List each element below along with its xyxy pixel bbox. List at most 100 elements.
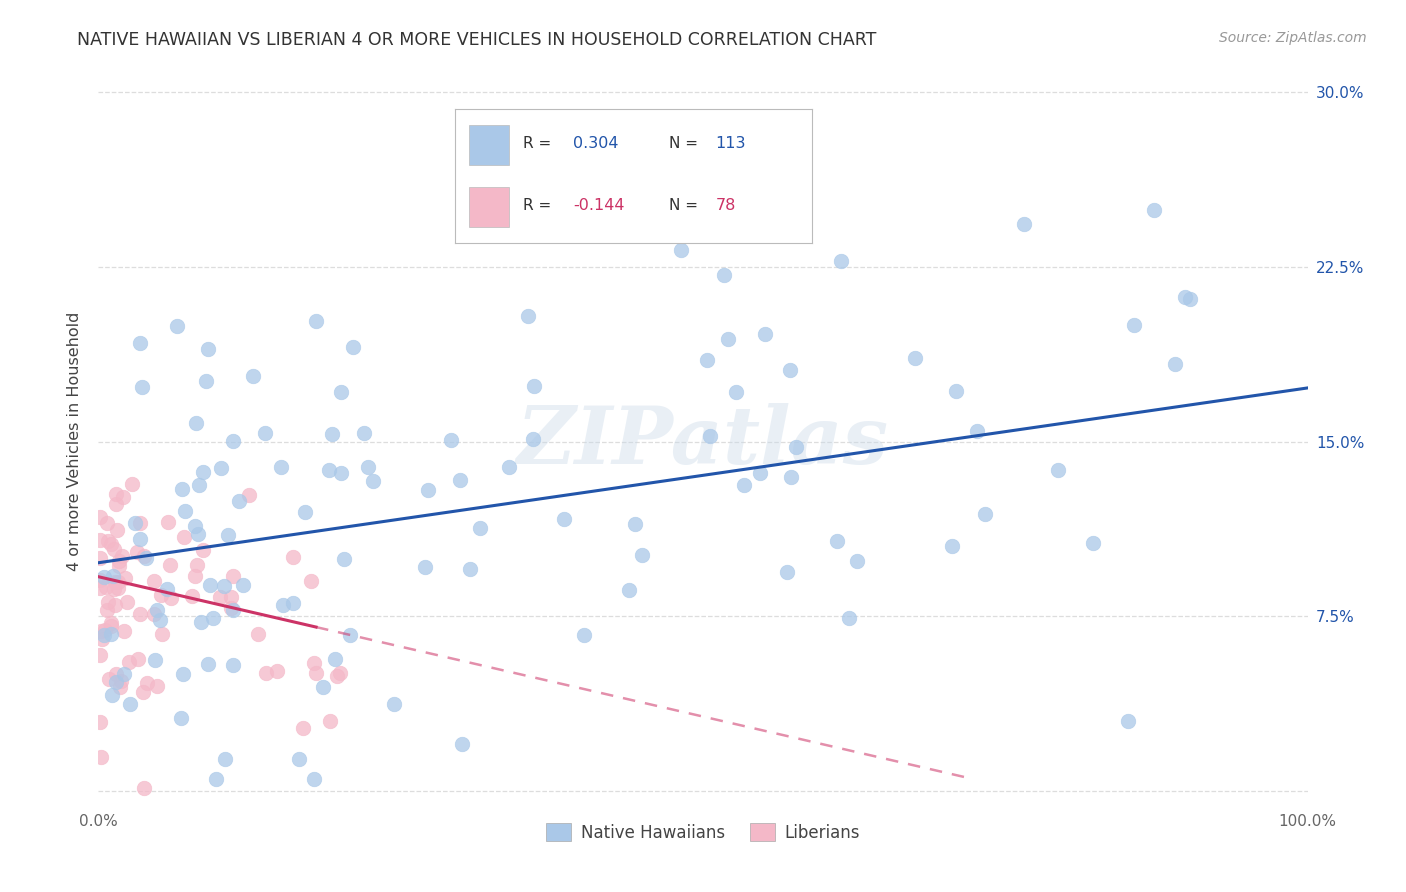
Point xyxy=(228,494,250,508)
Point xyxy=(305,314,328,328)
Point xyxy=(311,680,333,694)
Point xyxy=(845,554,868,568)
Point xyxy=(271,599,294,613)
Point xyxy=(439,433,461,447)
Point xyxy=(108,559,131,574)
Point xyxy=(330,385,353,400)
Point xyxy=(966,425,988,439)
Point xyxy=(112,667,135,681)
Point xyxy=(1142,203,1164,218)
Point xyxy=(1012,217,1035,231)
Point xyxy=(222,569,245,583)
Point xyxy=(1164,357,1187,371)
Point xyxy=(498,459,520,474)
Point xyxy=(129,516,152,530)
Point xyxy=(713,268,735,282)
Point xyxy=(134,549,156,563)
Point xyxy=(104,598,127,612)
Point xyxy=(242,369,264,384)
Point xyxy=(779,470,801,484)
Point xyxy=(218,527,240,541)
Text: Source: ZipAtlas.com: Source: ZipAtlas.com xyxy=(1219,31,1367,45)
Point xyxy=(166,318,188,333)
Point xyxy=(172,666,194,681)
Point xyxy=(209,590,232,604)
Point xyxy=(98,672,121,686)
Point xyxy=(748,466,770,480)
Point xyxy=(105,667,128,681)
Point xyxy=(197,657,219,671)
Point xyxy=(93,570,115,584)
Point xyxy=(357,459,380,474)
Point xyxy=(103,541,125,556)
Point xyxy=(143,652,166,666)
Point xyxy=(112,624,135,638)
Point xyxy=(187,527,209,541)
Point xyxy=(174,504,197,518)
Point xyxy=(246,627,269,641)
Point xyxy=(830,254,852,268)
Point xyxy=(100,537,122,551)
Point xyxy=(292,721,315,735)
Point xyxy=(281,596,304,610)
Point xyxy=(617,582,640,597)
Point xyxy=(413,560,436,574)
Point xyxy=(253,426,276,441)
Point xyxy=(89,582,111,596)
Point xyxy=(108,681,131,695)
Point xyxy=(190,615,212,629)
Point xyxy=(89,573,111,587)
Point xyxy=(283,549,305,564)
Point xyxy=(97,595,120,609)
Point xyxy=(90,624,112,639)
Legend: Native Hawaiians, Liberians: Native Hawaiians, Liberians xyxy=(538,817,868,848)
Point xyxy=(143,607,166,621)
Point xyxy=(342,340,364,354)
Point xyxy=(553,512,575,526)
Point xyxy=(299,574,322,589)
Point xyxy=(159,558,181,572)
Point xyxy=(104,574,127,589)
Point xyxy=(353,426,375,441)
Point xyxy=(110,673,132,688)
Point xyxy=(330,466,353,480)
Point xyxy=(129,533,152,547)
Point xyxy=(671,243,693,257)
Point xyxy=(170,711,193,725)
Point xyxy=(716,332,738,346)
Point xyxy=(198,578,221,592)
Point xyxy=(107,575,129,590)
Point xyxy=(1178,292,1201,306)
Point xyxy=(180,589,202,603)
Point xyxy=(107,523,129,537)
Point xyxy=(838,611,860,625)
Point xyxy=(191,542,214,557)
Point xyxy=(321,427,343,442)
Point xyxy=(973,507,995,521)
Point xyxy=(523,379,546,393)
Point xyxy=(114,571,136,585)
Point xyxy=(115,595,138,609)
Point xyxy=(1174,290,1197,304)
Point xyxy=(754,326,776,341)
Point xyxy=(451,737,474,751)
Point xyxy=(149,613,172,627)
Point xyxy=(1047,463,1070,477)
Point xyxy=(160,591,183,605)
Point xyxy=(696,353,718,368)
Point xyxy=(418,483,440,497)
Point xyxy=(222,434,245,448)
Point xyxy=(156,516,179,530)
Point xyxy=(104,675,127,690)
Point xyxy=(724,384,747,399)
Point xyxy=(776,565,799,579)
Point xyxy=(90,632,112,647)
Point xyxy=(94,623,117,637)
Y-axis label: 4 or more Vehicles in Household: 4 or more Vehicles in Household xyxy=(67,312,83,571)
Point xyxy=(522,432,544,446)
Point xyxy=(294,505,316,519)
Point xyxy=(458,562,481,576)
Point xyxy=(361,474,384,488)
Point xyxy=(221,590,243,604)
Point xyxy=(318,714,340,728)
